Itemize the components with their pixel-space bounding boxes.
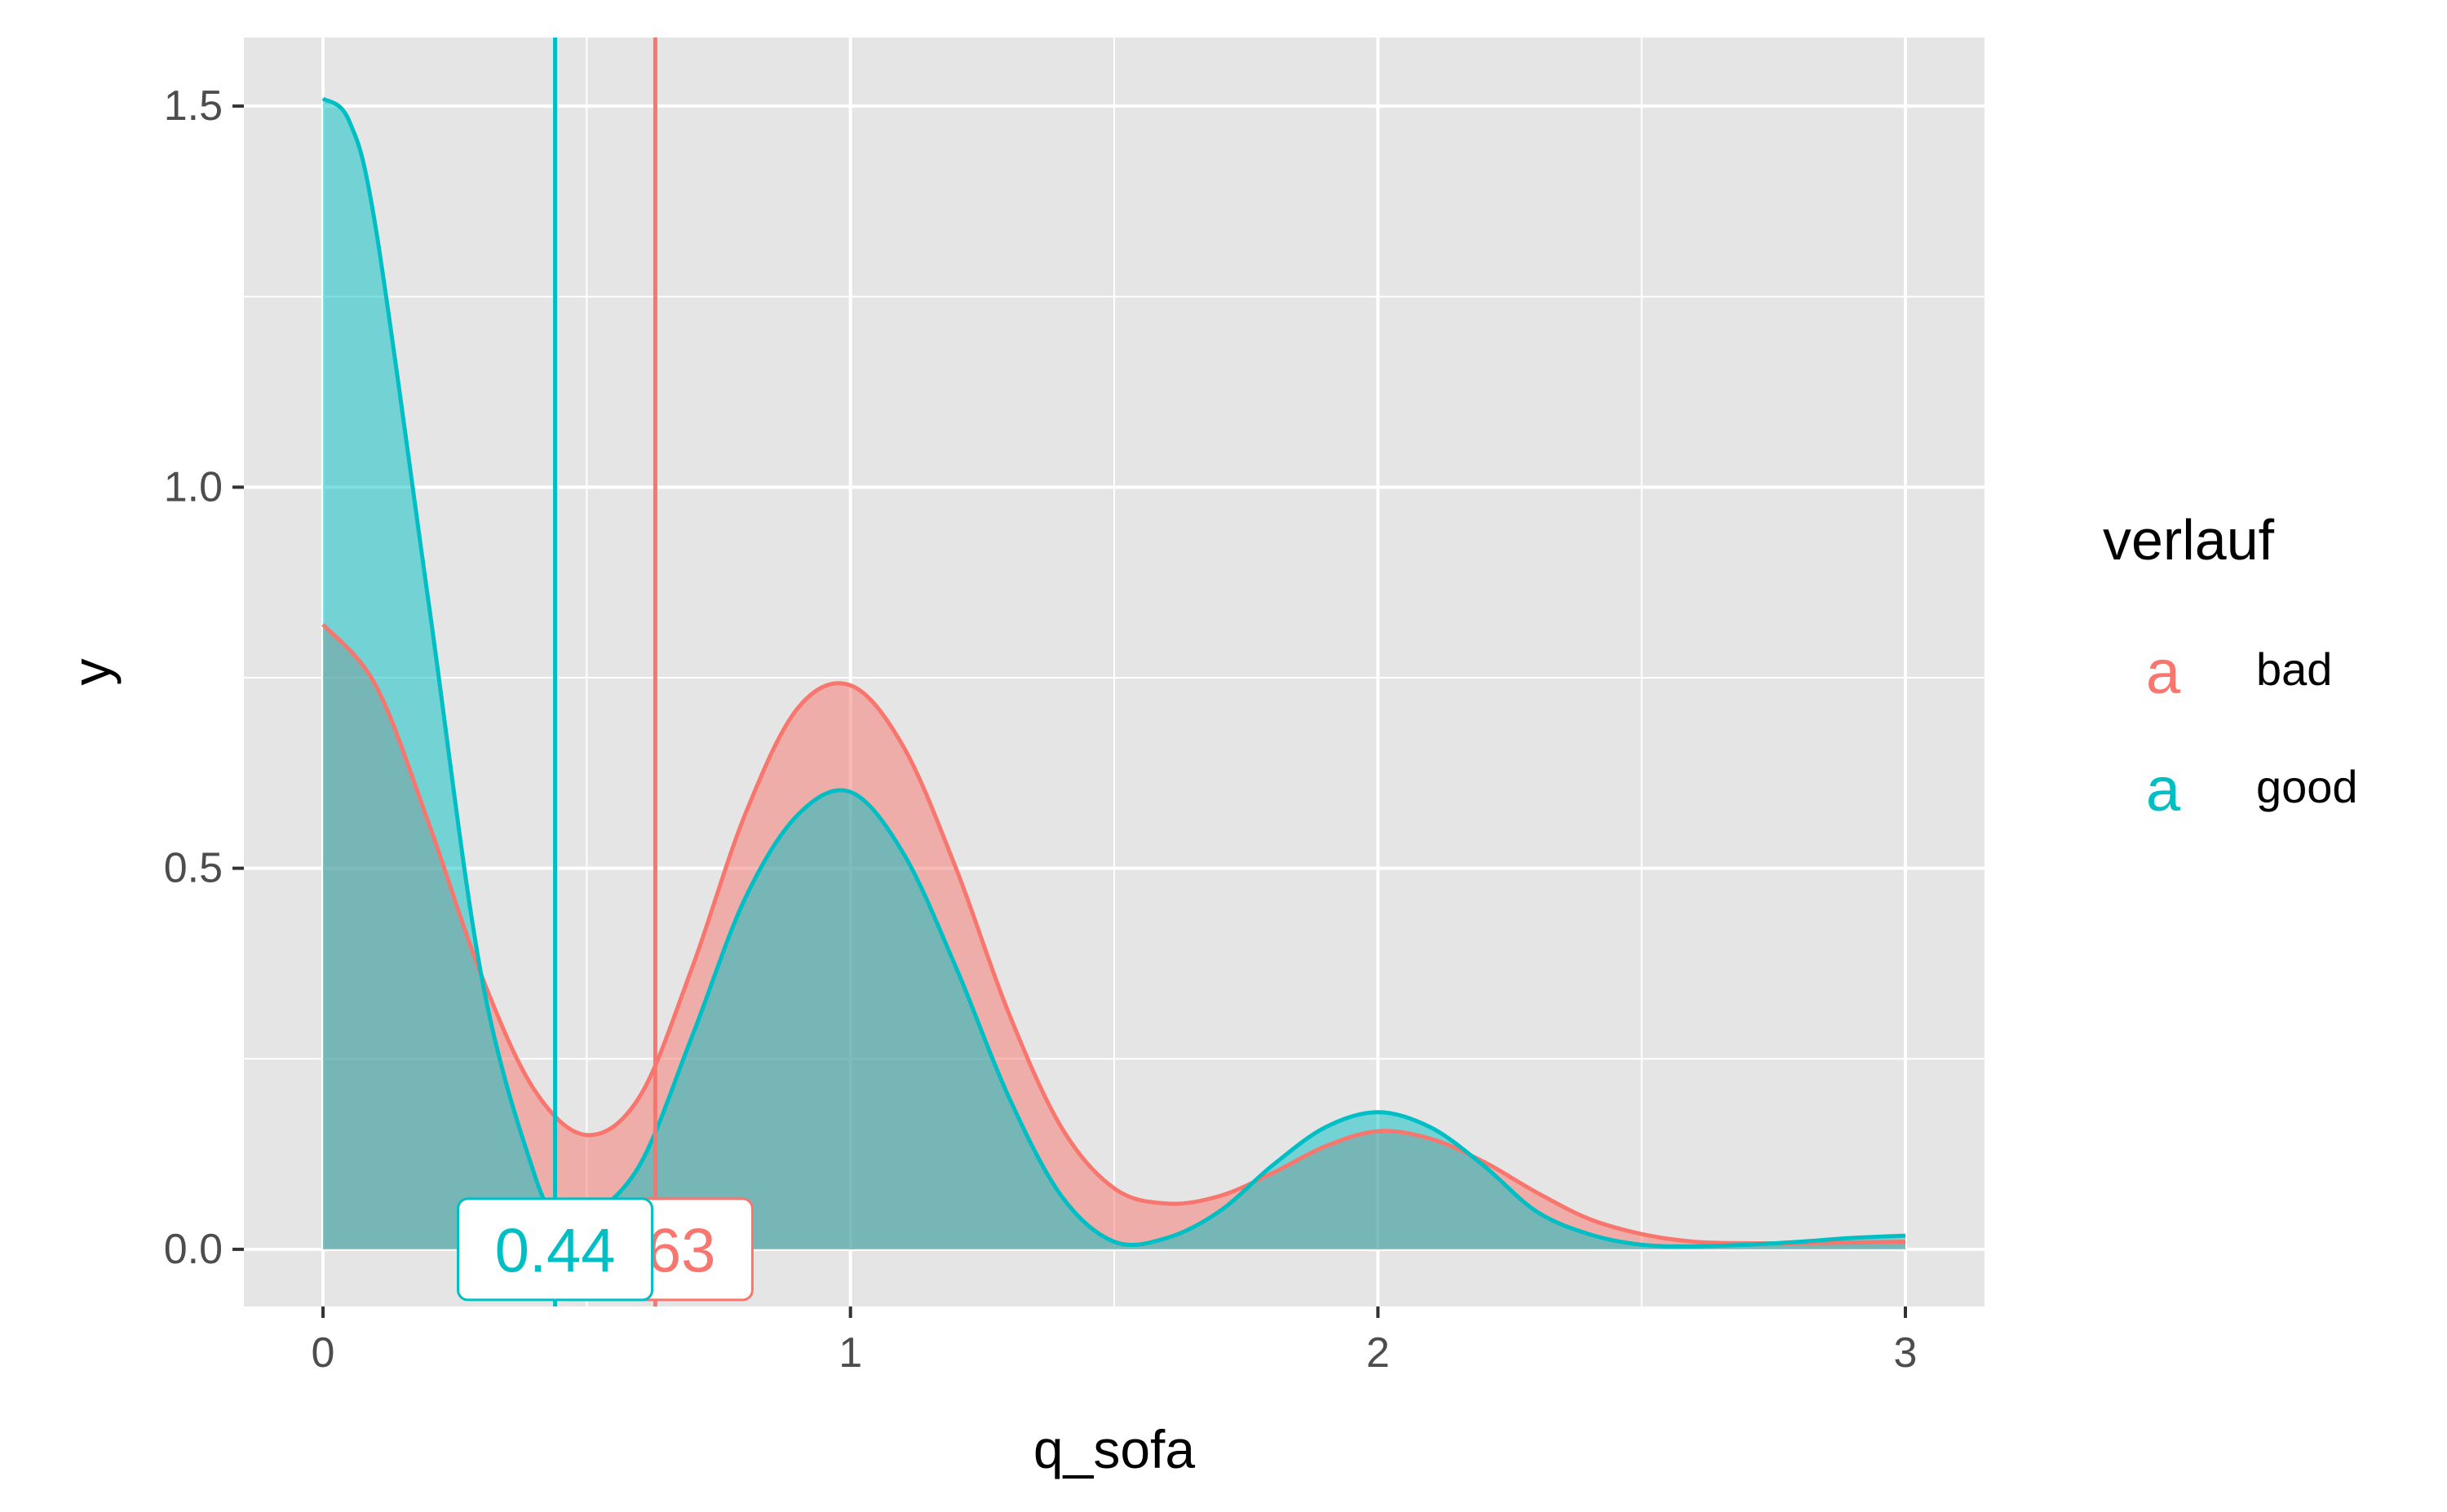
legend: verlauf a bad a good <box>2103 508 2358 825</box>
mean-labels: 0.630.44 <box>457 1197 754 1302</box>
axes: 0 1 2 3 0.0 0.5 1.0 1.5 <box>164 82 1918 1377</box>
mean-label-good: 0.44 <box>457 1197 654 1302</box>
y-tick-label: 1.5 <box>164 82 223 130</box>
density-line-bad <box>321 622 1906 1246</box>
density-line-good <box>321 96 1906 1249</box>
y-tick-label: 0.5 <box>164 845 223 892</box>
mean-label-box <box>457 1197 654 1302</box>
mean-label-text: 0.44 <box>495 1216 616 1285</box>
legend-title: verlauf <box>2103 508 2275 572</box>
x-tick-label: 0 <box>312 1329 335 1377</box>
y-tick-label: 1.0 <box>164 463 223 511</box>
density-area-good <box>323 98 1905 1249</box>
legend-item-good: a good <box>2146 755 2358 825</box>
density-lines <box>321 96 1906 1249</box>
y-tick-label: 0.0 <box>164 1226 223 1273</box>
legend-label-bad: bad <box>2256 643 2332 695</box>
x-tick-label: 1 <box>839 1329 862 1377</box>
minor-gridlines <box>244 38 1985 1306</box>
y-axis-title: y <box>61 659 122 686</box>
legend-key-bad: a <box>2146 638 2181 707</box>
legend-key-good: a <box>2146 755 2181 825</box>
x-tick-label: 3 <box>1894 1329 1918 1377</box>
legend-item-bad: a bad <box>2146 638 2333 707</box>
x-axis-title: q_sofa <box>1033 1419 1195 1479</box>
x-tick-label: 2 <box>1366 1329 1390 1377</box>
mean-lines <box>553 38 657 1306</box>
legend-label-good: good <box>2256 761 2358 812</box>
density-areas <box>323 98 1905 1249</box>
